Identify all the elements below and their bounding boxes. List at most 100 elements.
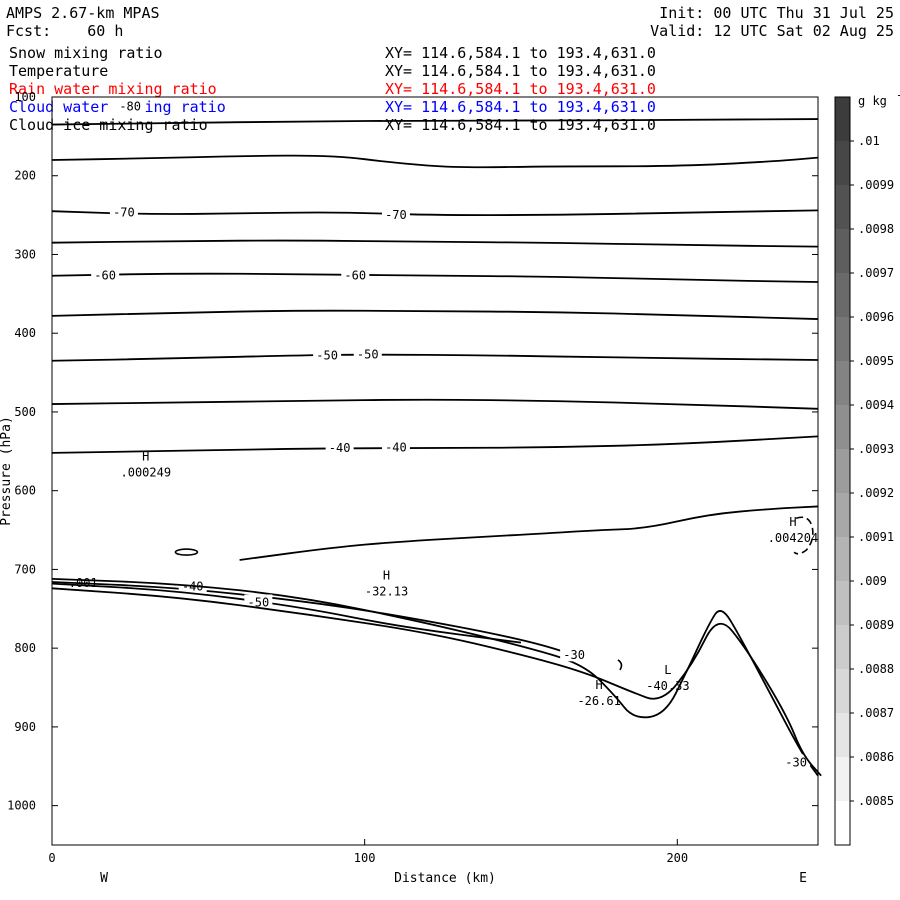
field-name: Rain water mixing ratio: [9, 80, 217, 98]
y-tick-label: 300: [14, 247, 36, 261]
colorbar-label: .0093: [858, 442, 894, 456]
contour-label-bg: [244, 594, 273, 609]
contour-label: -50: [357, 347, 379, 361]
colorbar-segment: [835, 757, 850, 801]
x-tick-label: 200: [666, 851, 688, 865]
y-tick-label: 500: [14, 405, 36, 419]
colorbar-unit-exponent: -1: [896, 88, 900, 102]
colorbar-segment: [835, 317, 850, 361]
y-axis-title: Pressure (hPa): [0, 416, 14, 526]
extremum-letter: H: [383, 569, 390, 583]
temperature-contour: [51, 435, 819, 454]
colorbar-label: .0088: [858, 662, 894, 676]
y-tick-label: 800: [14, 641, 36, 655]
colorbar-label: .0095: [858, 354, 894, 368]
colorbar-segment: [835, 273, 850, 317]
colorbar-label: .0091: [858, 530, 894, 544]
forecast-hour: Fcst: 60 h: [6, 22, 124, 40]
temperature-contour: [51, 272, 819, 283]
colorbar-segment: [835, 537, 850, 581]
extremum-value: -40.33: [646, 679, 689, 693]
contour-label: -40: [329, 441, 351, 455]
contour-label-bg: [381, 439, 410, 454]
colorbar-segment: [835, 141, 850, 185]
east-label: E: [799, 871, 807, 886]
colorbar-segment: [835, 97, 850, 141]
contour-label-bg: [109, 204, 138, 219]
init-time: Init: 00 UTC Thu 31 Jul 25: [659, 4, 894, 22]
field-xy-range: XY= 114.6,584.1 to 193.4,631.0: [385, 44, 656, 62]
field-xy-range: XY= 114.6,584.1 to 193.4,631.0: [385, 62, 656, 80]
contour-label: -70: [385, 208, 407, 222]
colorbar-label: .0094: [858, 398, 894, 412]
field-name: Cloud ice mixing ratio: [9, 116, 208, 134]
colorbar-label: .0087: [858, 706, 894, 720]
temperature-contour: [51, 309, 819, 320]
extremum-value: .000249: [121, 466, 172, 480]
colorbar-label: .0085: [858, 794, 894, 808]
west-label: W: [100, 871, 108, 886]
contour-label: -40: [385, 440, 407, 454]
extremum-value: -32.13: [365, 585, 408, 599]
contour-label-bg: [325, 440, 354, 455]
field-name: Temperature: [9, 62, 109, 80]
temperature-contour: [51, 118, 819, 126]
colorbar-label: .0092: [858, 486, 894, 500]
colorbar-label: .0099: [858, 178, 894, 192]
y-tick-label: 600: [14, 484, 36, 498]
extremum-letter: H: [789, 515, 796, 529]
temperature-contour: [51, 239, 819, 248]
contour-label-bg: [116, 98, 145, 113]
x-tick-label: 0: [48, 851, 55, 865]
valid-time: Valid: 12 UTC Sat 02 Aug 25: [650, 22, 894, 40]
field-xy-range: XY= 114.6,584.1 to 193.4,631.0: [385, 98, 656, 116]
extremum-letter: H: [596, 678, 603, 692]
plot-frame: [51, 96, 819, 846]
colorbar-segment: [835, 493, 850, 537]
contour-label-bg: [353, 346, 382, 361]
x-tick-label: 100: [354, 851, 376, 865]
temperature-contour: [51, 587, 822, 777]
colorbar-segment: [835, 713, 850, 757]
colorbar-label: .01: [858, 134, 880, 148]
colorbar-label: .0086: [858, 750, 894, 764]
colorbar-label: .0089: [858, 618, 894, 632]
contour-label: -60: [344, 269, 366, 283]
colorbar-label: .0097: [858, 266, 894, 280]
contour-label: -50: [248, 595, 270, 609]
colorbar-segment: [835, 669, 850, 713]
colorbar-label: .009: [858, 574, 887, 588]
field-xy-range: XY= 114.6,584.1 to 193.4,631.0: [385, 80, 656, 98]
colorbar-unit: g kg: [858, 94, 887, 108]
colorbar-segment: [835, 581, 850, 625]
temperature-contour: [51, 577, 819, 777]
colorbar-segment: [835, 361, 850, 405]
colorbar-label: .0098: [858, 222, 894, 236]
contour-label-bg: [91, 267, 120, 282]
extremum-letter: H: [142, 450, 149, 464]
colorbar-segment: [835, 801, 850, 845]
contour-label: -60: [94, 269, 116, 283]
y-tick-label: 700: [14, 562, 36, 576]
contour-label: -30: [785, 755, 807, 769]
y-tick-label: 1000: [7, 799, 36, 813]
colorbar-segment: [835, 405, 850, 449]
contour-label-bg: [381, 207, 410, 222]
y-tick-label: 900: [14, 720, 36, 734]
extremum-value: -26.61: [577, 694, 620, 708]
colorbar-segment: [835, 449, 850, 493]
temperature-contour: [51, 353, 819, 362]
field-name: Snow mixing ratio: [9, 44, 163, 62]
contour-label: -70: [113, 206, 135, 220]
temperature-contour: [51, 209, 819, 217]
colorbar-segment: [835, 625, 850, 669]
temperature-contour: [51, 398, 819, 410]
extremum-letter: L: [664, 663, 671, 677]
contour-label: -80: [119, 99, 141, 113]
colorbar-segment: [835, 185, 850, 229]
y-tick-label: 200: [14, 169, 36, 183]
moisture-label: .001: [69, 576, 98, 590]
model-title: AMPS 2.67-km MPAS: [6, 4, 160, 22]
temperature-contour: [51, 154, 819, 169]
